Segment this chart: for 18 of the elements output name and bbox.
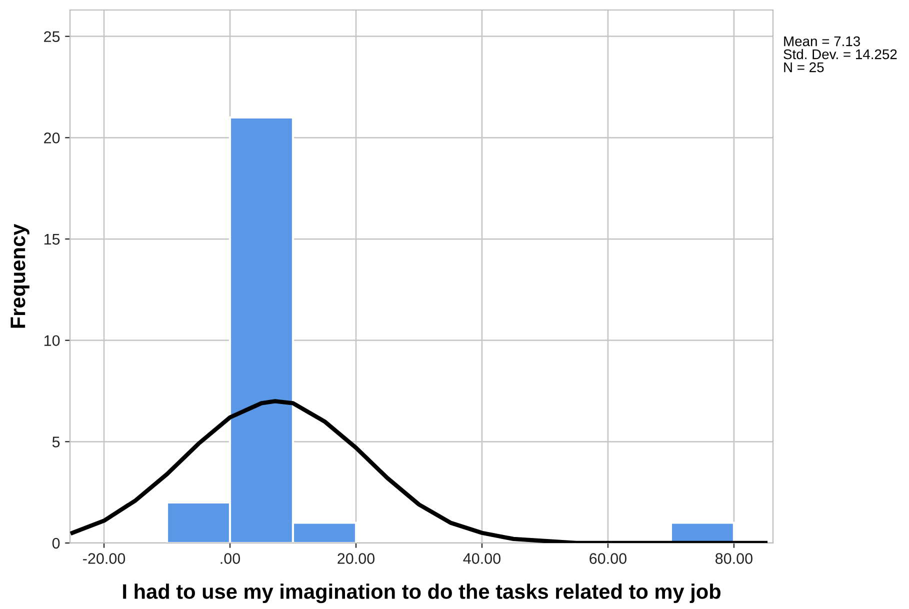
y-tick-label: 10 <box>44 335 60 346</box>
text: N = 25 <box>784 62 824 72</box>
text: Mean = 7.13 <box>784 36 860 46</box>
y-tick-label: 20 <box>44 132 60 144</box>
y-tick-label: 15 <box>44 234 60 245</box>
y-axis-title: Frequency <box>10 224 30 328</box>
y-tick-label: 0 <box>52 538 60 549</box>
x-axis-title: I had to use my imagination to do the tasks related to my job <box>123 584 720 604</box>
x-tick-label: 20.00 <box>338 553 375 564</box>
x-tick-label: 40.00 <box>463 553 500 564</box>
y-tick-label: 25 <box>44 31 60 42</box>
y-tick-label: 5 <box>52 436 60 448</box>
text: Std. Dev. = 14.252 <box>784 49 897 60</box>
x-tick-label: 80.00 <box>715 553 752 564</box>
x-tick-label: -20.00 <box>83 553 126 564</box>
x-tick-label: 60.00 <box>590 553 626 564</box>
line-series <box>70 399 768 543</box>
x-tick-label: .00 <box>220 553 240 564</box>
